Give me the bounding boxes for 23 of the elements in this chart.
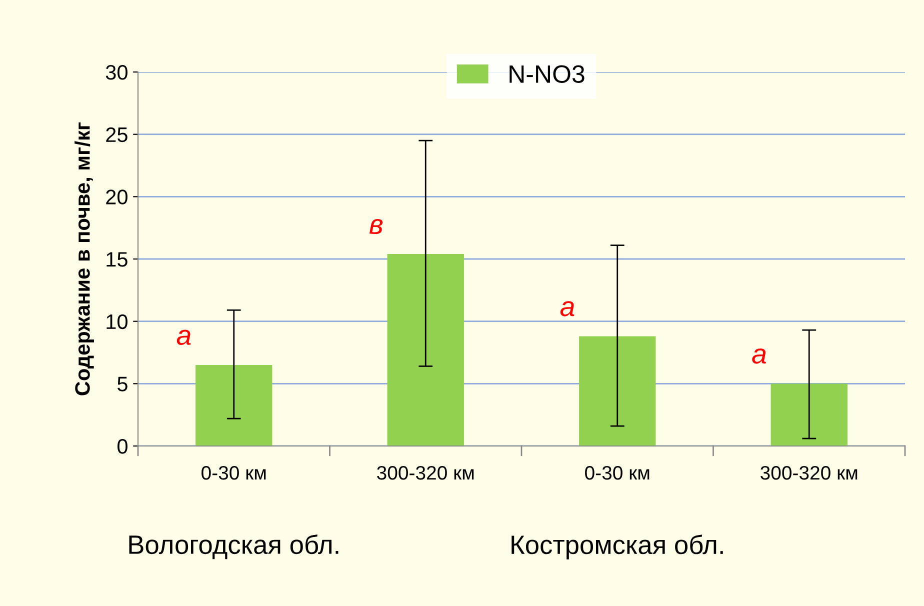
bar bbox=[579, 336, 656, 446]
x-tick-label: 300-320 км bbox=[377, 466, 474, 480]
y-tick-label: 0 bbox=[118, 439, 128, 454]
legend-label: N-NO3 bbox=[510, 65, 584, 83]
x-tick-label: 0-30 км bbox=[202, 466, 266, 480]
annotation: в bbox=[369, 218, 383, 234]
x-tick-label: 300-320 км bbox=[760, 466, 858, 480]
y-tick-label: 10 bbox=[106, 314, 128, 330]
bar bbox=[387, 254, 464, 446]
bar bbox=[196, 364, 272, 446]
y-tick-label: 15 bbox=[106, 252, 128, 267]
y-tick-label: 25 bbox=[106, 127, 128, 142]
text: Вологодская обл. bbox=[129, 534, 338, 560]
text: Костромская обл. bbox=[512, 534, 723, 560]
bar bbox=[770, 384, 848, 446]
y-tick-label: 30 bbox=[106, 65, 128, 80]
annotation: а bbox=[560, 301, 574, 316]
y-axis-title: Содержание в почве, мг/кг bbox=[74, 122, 94, 396]
y-tick-label: 20 bbox=[106, 190, 128, 204]
annotation: а bbox=[176, 330, 191, 345]
annotation: а bbox=[752, 348, 766, 364]
y-tick-label: 5 bbox=[118, 376, 128, 392]
x-tick-label: 0-30 км bbox=[585, 466, 650, 480]
